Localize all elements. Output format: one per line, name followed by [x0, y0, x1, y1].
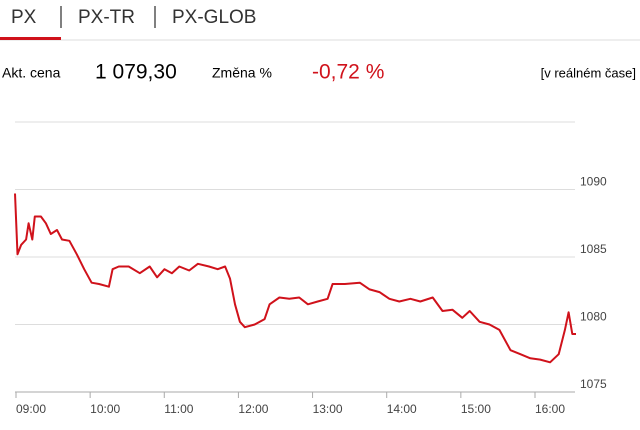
y-tick-label: 1090	[580, 175, 607, 189]
x-tick-label: 16:00	[535, 402, 565, 416]
tab[interactable]: PX-TR	[78, 7, 135, 28]
change-label: Změna %	[212, 65, 272, 81]
x-tick-label: 13:00	[313, 402, 343, 416]
tab[interactable]: PX-GLOB	[172, 7, 256, 28]
realtime-note: [v reálném čase]	[541, 65, 636, 80]
x-tick-label: 10:00	[90, 402, 120, 416]
price-line	[14, 193, 576, 364]
x-tick-label: 11:00	[164, 402, 193, 416]
tabs: PX PX-TR PX-GLOB	[0, 6, 640, 41]
chart: 1075 1080 1085 1090 09:00 10:00 11:00 12:00 13:0…	[14, 121, 607, 416]
x-tick-label: 15:00	[461, 402, 491, 416]
tab[interactable]: PX	[11, 7, 37, 28]
y-tick-label: 1080	[580, 310, 607, 324]
y-tick-label: 1085	[580, 242, 607, 256]
stats: Akt. cena 1 079,30 Změna % -0,72 % [v re…	[2, 61, 636, 84]
x-tick-label: 14:00	[387, 402, 417, 416]
change: -0,72 %	[312, 61, 384, 84]
price: 1 079,30	[95, 61, 177, 84]
x-tick-label: 12:00	[238, 402, 268, 416]
y-tick-label: 1075	[580, 377, 607, 391]
price-label: Akt. cena	[2, 65, 61, 81]
active-tab-indicator	[0, 37, 61, 40]
x-tick-label: 09:00	[16, 402, 46, 416]
